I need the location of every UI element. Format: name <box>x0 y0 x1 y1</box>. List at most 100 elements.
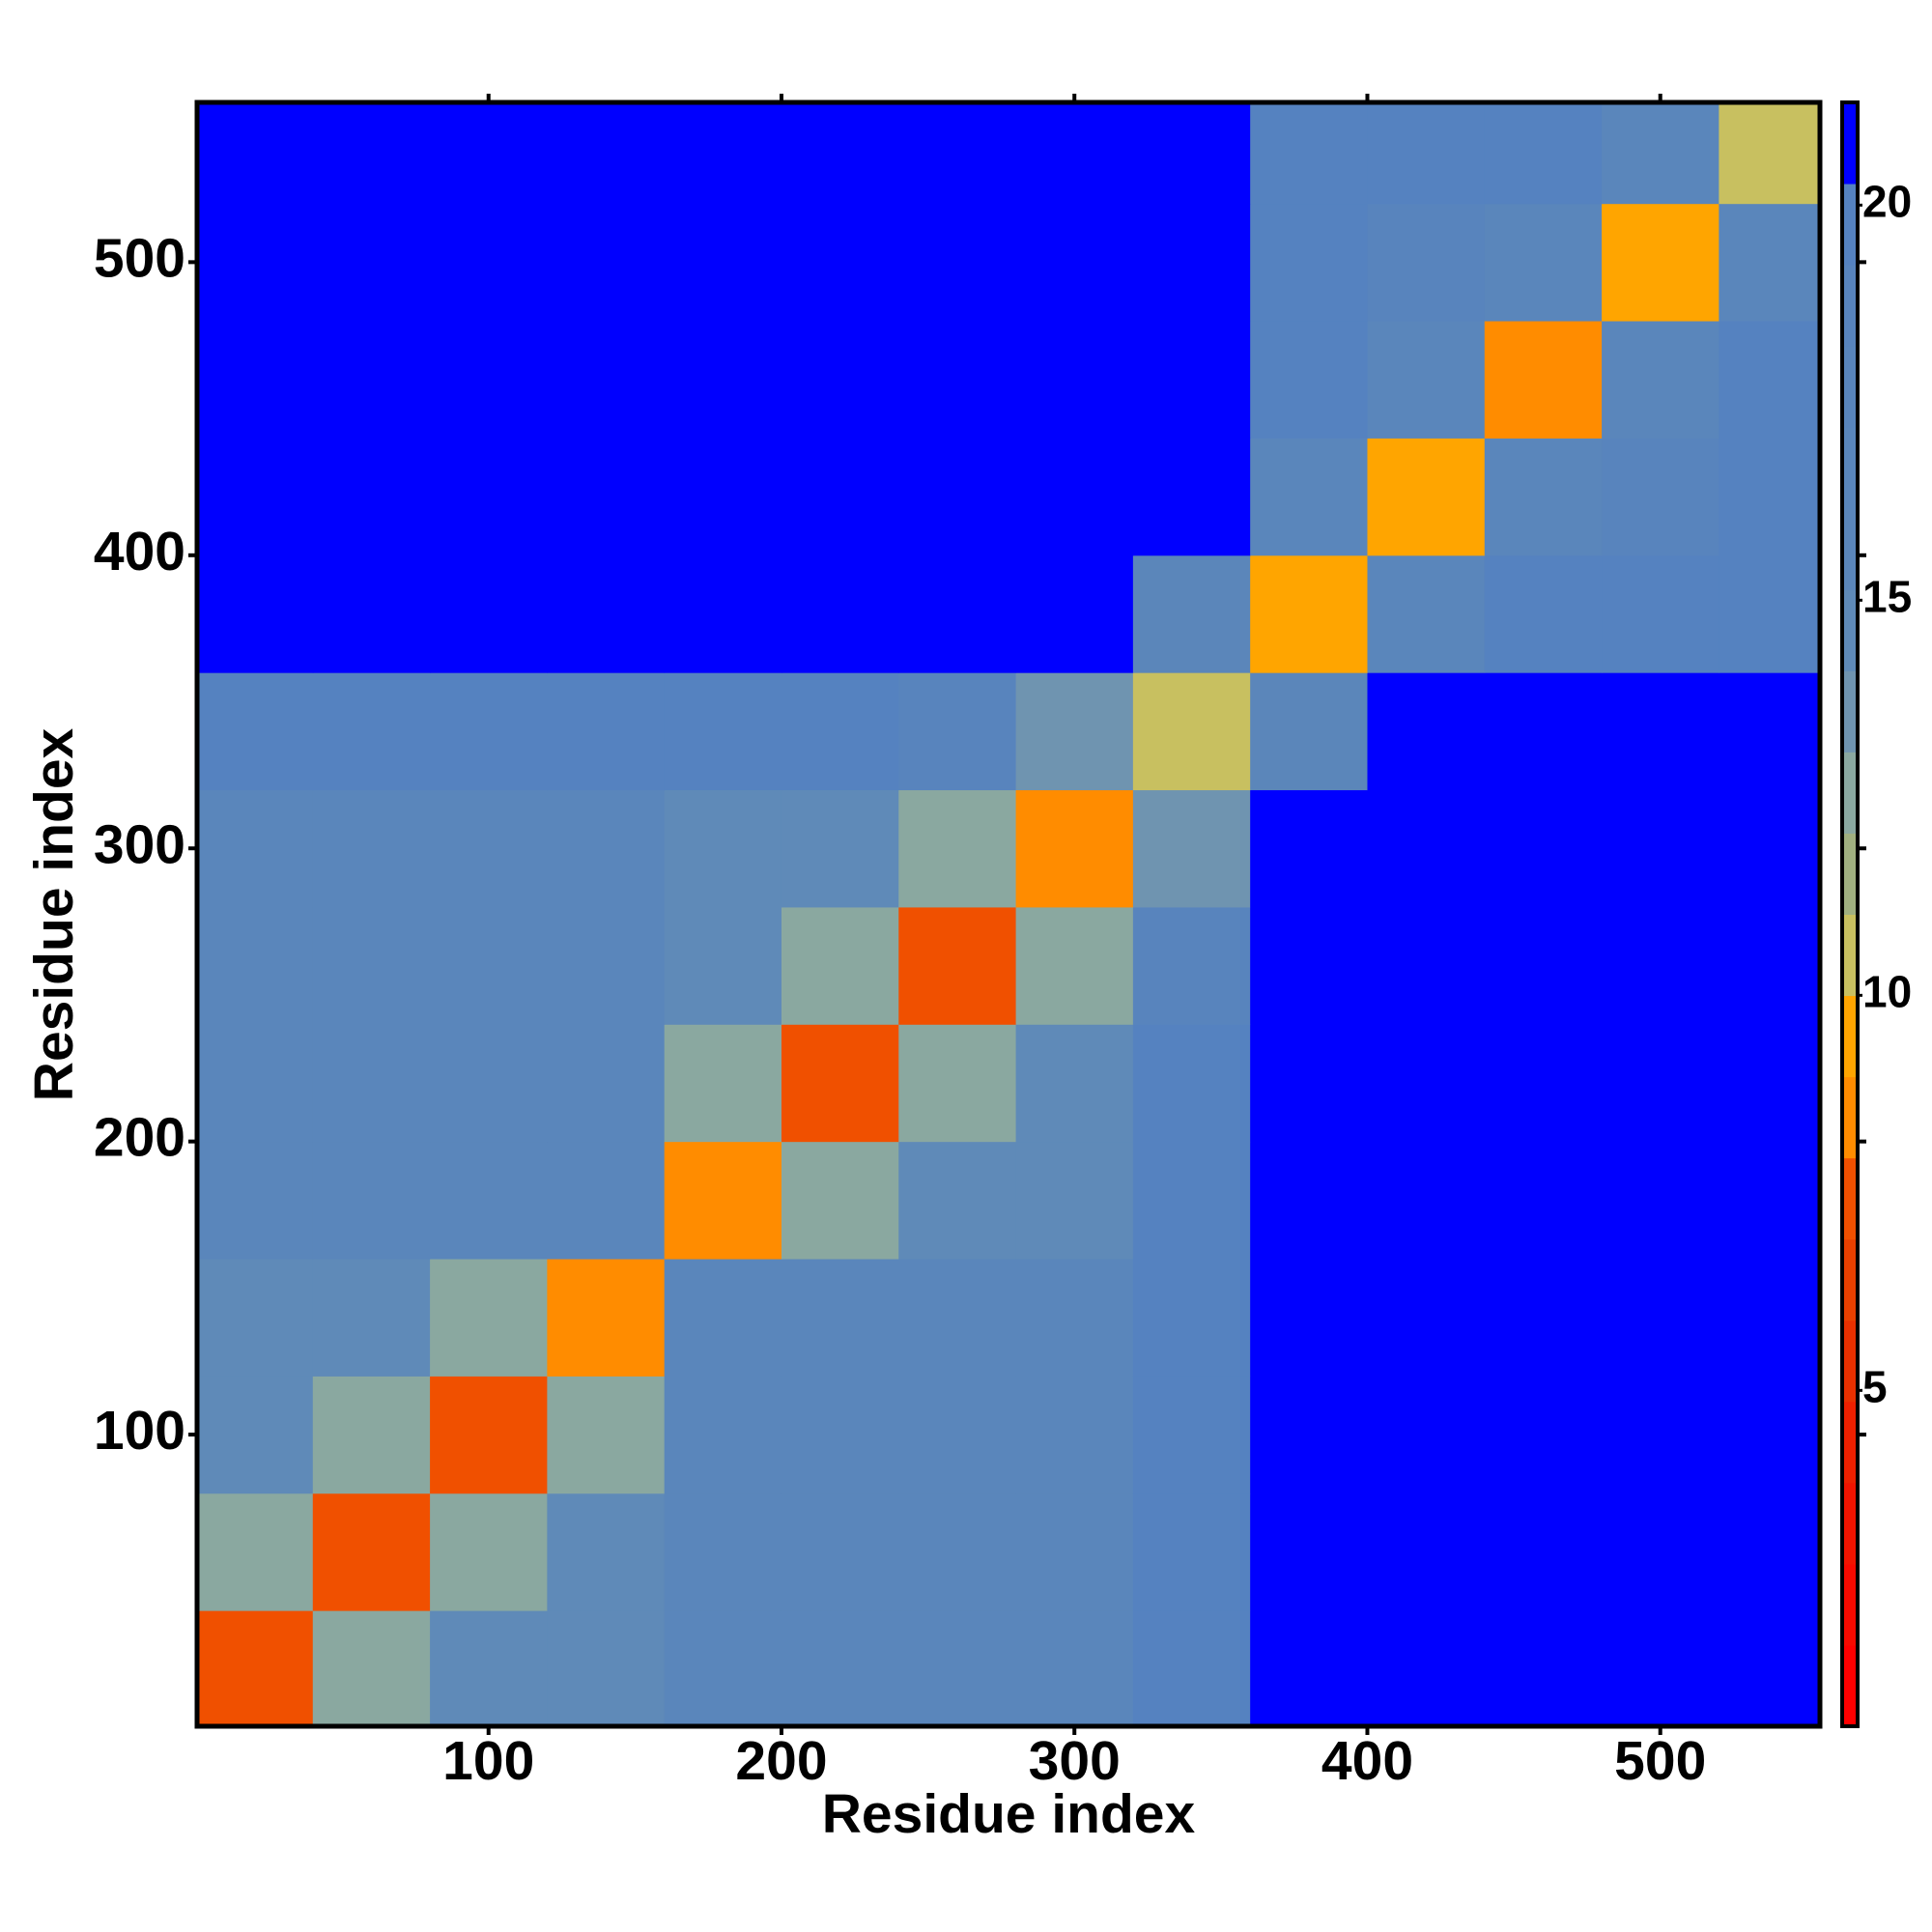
heatmap-cell <box>1602 1024 1719 1143</box>
heatmap-cell <box>1132 1024 1251 1143</box>
heatmap-cell <box>1250 1376 1368 1494</box>
colorbar-swatch <box>1842 833 1858 915</box>
heatmap-cell <box>1015 1376 1134 1494</box>
colorbar-swatch <box>1842 1076 1858 1159</box>
heatmap-cell <box>430 1610 548 1726</box>
heatmap-cell <box>312 203 431 322</box>
heatmap-cell <box>664 1024 782 1143</box>
heatmap-cell <box>1250 203 1368 322</box>
heatmap-cell <box>312 1024 431 1143</box>
heatmap-cell <box>1484 789 1603 908</box>
heatmap-cell <box>898 672 1017 791</box>
heatmap-cell <box>664 672 782 791</box>
heatmap-cell <box>1250 672 1368 791</box>
heatmap-cell <box>547 672 666 791</box>
heatmap-cell <box>312 1492 431 1611</box>
heatmap-cell <box>1132 1259 1251 1377</box>
heatmap-cell <box>664 789 782 908</box>
colorbar-tick-label: 5 <box>1862 1362 1888 1412</box>
heatmap-cell <box>1484 1610 1603 1726</box>
heatmap-cell <box>1602 554 1719 673</box>
heatmap-cell <box>1132 1141 1251 1260</box>
heatmap-cell <box>1719 672 1820 791</box>
heatmap-cell <box>1602 1492 1719 1611</box>
heatmap-cell <box>1719 321 1820 439</box>
heatmap-cell <box>1367 1259 1486 1377</box>
heatmap-cell <box>1015 1492 1134 1611</box>
heatmap-cell <box>1367 1376 1486 1494</box>
heatmap-cell <box>1250 438 1368 556</box>
heatmap-cell <box>1132 1376 1251 1494</box>
colorbar-swatch <box>1842 427 1858 509</box>
heatmap-cell <box>898 789 1017 908</box>
heatmap-cell <box>1250 1024 1368 1143</box>
heatmap-cell <box>1132 1492 1251 1611</box>
heatmap-cell <box>1484 438 1603 556</box>
heatmap-cell <box>547 789 666 908</box>
heatmap-cell <box>1015 554 1134 673</box>
heatmap-cell <box>1484 203 1603 322</box>
colorbar-swatch <box>1842 752 1858 834</box>
heatmap-cell <box>547 1610 666 1726</box>
heatmap-cell <box>312 554 431 673</box>
heatmap-cell <box>1367 906 1486 1025</box>
heatmap-cell <box>197 1610 314 1726</box>
heatmap-cell <box>1719 1259 1820 1377</box>
heatmap-cell <box>197 203 314 322</box>
heatmap-cell <box>898 906 1017 1025</box>
heatmap-cell <box>898 554 1017 673</box>
heatmap-cell <box>898 1024 1017 1143</box>
heatmap-cell <box>312 1610 431 1726</box>
heatmap-cell <box>1602 1141 1719 1260</box>
heatmap-cell <box>1132 1610 1251 1726</box>
heatmap-cell <box>781 1259 899 1377</box>
heatmap-cell <box>1015 438 1134 556</box>
heatmap-cell <box>664 321 782 439</box>
heatmap-cell <box>1250 1259 1368 1377</box>
colorbar-swatch <box>1842 102 1858 185</box>
heatmap-cell <box>781 554 899 673</box>
heatmap-cell <box>1367 102 1486 205</box>
heatmap-cell <box>1132 789 1251 908</box>
heatmap-cell <box>1484 906 1603 1025</box>
heatmap-cell <box>1015 672 1134 791</box>
heatmap-cell <box>1602 203 1719 322</box>
heatmap-cell <box>312 438 431 556</box>
heatmap-cell <box>898 321 1017 439</box>
heatmap-cell <box>1602 1610 1719 1726</box>
heatmap-cell <box>664 102 782 205</box>
heatmap-cell <box>1484 1141 1603 1260</box>
colorbar-swatch <box>1842 1157 1858 1240</box>
heatmap-cell <box>1367 203 1486 322</box>
x-tick-label: 500 <box>1614 1730 1706 1792</box>
heatmap-cell <box>312 906 431 1025</box>
heatmap-cell <box>547 102 666 205</box>
heatmap-cell <box>312 1141 431 1260</box>
heatmap-cell <box>1484 1024 1603 1143</box>
colorbar-swatch <box>1842 1563 1858 1646</box>
heatmap-cell <box>664 1259 782 1377</box>
x-tick-label: 400 <box>1321 1730 1413 1792</box>
heatmap-cell <box>664 438 782 556</box>
heatmap-cell <box>664 1610 782 1726</box>
heatmap-cell <box>1484 1492 1603 1611</box>
heatmap-cell <box>898 102 1017 205</box>
heatmap-cell <box>664 554 782 673</box>
colorbar-swatch <box>1842 914 1858 997</box>
colorbar-swatch <box>1842 265 1858 347</box>
heatmap-cell <box>312 102 431 205</box>
colorbar-tick-label: 15 <box>1862 571 1912 621</box>
heatmap-cell <box>781 1141 899 1260</box>
heatmap-cell <box>781 1376 899 1494</box>
heatmap-cell <box>1250 321 1368 439</box>
colorbar-swatch <box>1842 670 1858 753</box>
heatmap-cell <box>1132 321 1251 439</box>
heatmap <box>197 102 1820 1726</box>
heatmap-cell <box>197 554 314 673</box>
heatmap-cell <box>547 1259 666 1377</box>
heatmap-cell <box>781 438 899 556</box>
heatmap-cell <box>197 789 314 908</box>
heatmap-cell <box>312 1259 431 1377</box>
heatmap-cell <box>1015 1024 1134 1143</box>
